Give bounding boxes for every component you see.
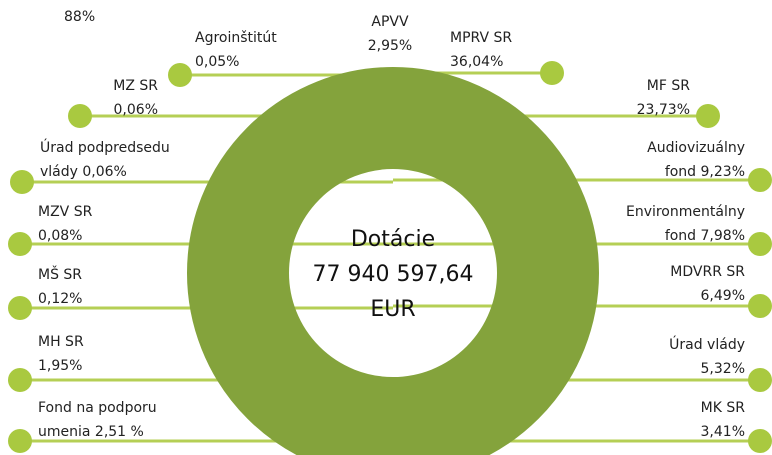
- connector-dot: [10, 170, 34, 194]
- item-label: Úrad podpredsedu: [40, 138, 170, 156]
- item-label: 36,04%: [450, 54, 503, 70]
- item-label: 6,49%: [701, 288, 745, 304]
- item-label: 3,41%: [701, 424, 745, 440]
- donut-ring: [187, 67, 599, 455]
- item-label: MZ SR: [113, 78, 158, 94]
- center-label: 77 940 597,64: [313, 262, 474, 287]
- item-label: 2,95%: [368, 38, 412, 54]
- center-label: EUR: [370, 297, 415, 322]
- item-label: 1,95%: [38, 358, 82, 374]
- connector-dot: [696, 104, 720, 128]
- connector-dot: [748, 368, 772, 392]
- item-label: 0,05%: [195, 54, 239, 70]
- item-label: fond 7,98%: [665, 228, 745, 244]
- item-label: MK SR: [701, 400, 746, 416]
- item-label: Úrad vlády: [669, 335, 745, 353]
- connector-dot: [748, 168, 772, 192]
- item-label: fond 9,23%: [665, 164, 745, 180]
- connector-dot: [540, 61, 564, 85]
- item-label: MDVRR SR: [670, 264, 745, 280]
- connector-dot: [748, 429, 772, 453]
- item-label: umenia 2,51 %: [38, 424, 144, 440]
- item-label: 5,32%: [701, 361, 745, 377]
- connector-dot: [8, 232, 32, 256]
- item-label: Environmentálny: [626, 204, 745, 220]
- item-label: 0,06%: [114, 102, 158, 118]
- connector-dot: [748, 232, 772, 256]
- item-label: 0,12%: [38, 291, 82, 307]
- item-label: MF SR: [647, 78, 690, 94]
- item-label: MH SR: [38, 334, 84, 350]
- item-label: MZV SR: [38, 204, 93, 220]
- connector-dot: [748, 294, 772, 318]
- item-label: Fond na podporu: [38, 400, 157, 416]
- connector-dot: [68, 104, 92, 128]
- center-label: Dotácie: [351, 227, 435, 252]
- item-label: MŠ SR: [38, 265, 82, 283]
- connector-dot: [168, 63, 192, 87]
- corner-note: 88%: [64, 9, 95, 25]
- item-label: Agroinštitút: [195, 30, 277, 46]
- item-label: vlády 0,06%: [40, 164, 127, 180]
- connector-dot: [8, 368, 32, 392]
- item-label: APVV: [371, 14, 409, 30]
- connector-dot: [8, 429, 32, 453]
- item-label: 23,73%: [637, 102, 690, 118]
- item-label: 0,08%: [38, 228, 82, 244]
- connector-dot: [8, 296, 32, 320]
- item-label: MPRV SR: [450, 30, 512, 46]
- item-label: Audiovizuálny: [647, 140, 745, 156]
